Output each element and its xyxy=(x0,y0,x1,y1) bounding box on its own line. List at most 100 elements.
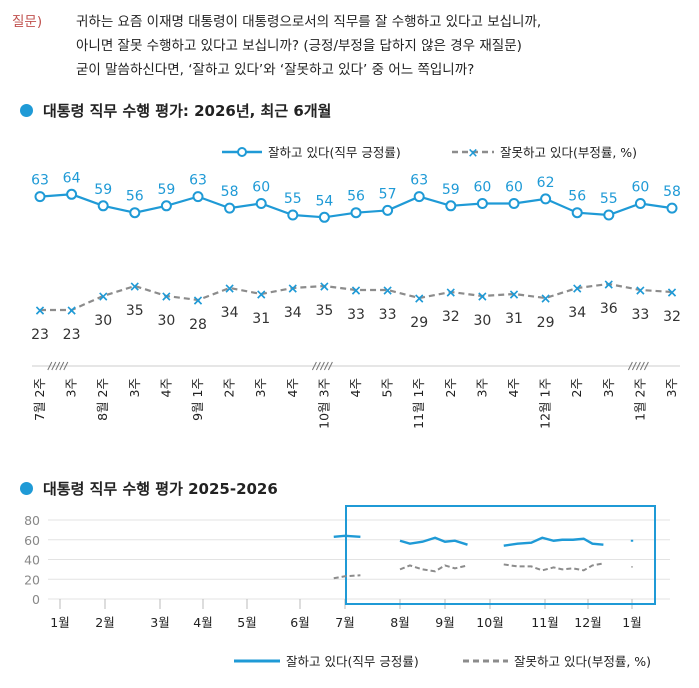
negative-point: × xyxy=(161,289,173,305)
positive-value-label: 57 xyxy=(379,186,397,202)
highlight-box xyxy=(345,505,656,605)
x-tick-label: 1월 xyxy=(622,615,641,630)
negative-value-label: 31 xyxy=(252,311,270,327)
positive-value-label: 56 xyxy=(347,189,365,205)
x-tick-label: 3주 xyxy=(474,378,489,397)
x-tick-label: 6월 xyxy=(290,615,309,630)
legend-negative-marker: × xyxy=(468,146,479,161)
x-tick-label: 3주 xyxy=(64,378,79,397)
x-tick-label: 4주 xyxy=(285,378,300,397)
negative-point: × xyxy=(603,277,615,293)
positive-point xyxy=(382,204,394,216)
positive-point xyxy=(603,209,615,221)
negative-value-label: 36 xyxy=(600,301,618,317)
y-tick-label: 20 xyxy=(24,572,40,587)
negative-point: × xyxy=(255,287,267,303)
positive-series-segment xyxy=(399,536,468,546)
axis-break-mark xyxy=(319,361,325,371)
positive-value-label: 63 xyxy=(31,173,49,189)
x-tick-label: 4주 xyxy=(348,378,363,397)
positive-point xyxy=(445,200,457,212)
question-label: 질문) xyxy=(12,14,43,30)
x-tick-label: 3월 xyxy=(150,615,169,630)
axis-break-mark xyxy=(327,361,333,371)
positive-value-label: 60 xyxy=(252,180,270,196)
negative-value-label: 31 xyxy=(505,311,523,327)
negative-point: × xyxy=(540,291,552,307)
negative-value-label: 33 xyxy=(379,307,397,323)
positive-point xyxy=(287,209,299,221)
negative-series-segment xyxy=(333,574,361,580)
negative-point: × xyxy=(34,303,46,319)
chart1-title-text: 대통령 직무 수행 평가: 2026년, 최근 6개월 xyxy=(43,102,332,120)
x-tick-label: 2주 xyxy=(443,378,458,397)
legend-positive-label: 잘하고 있다(직무 긍정률) xyxy=(268,145,401,160)
positive-value-label: 62 xyxy=(537,175,555,191)
chart2-title: 대통령 직무 수행 평가 2025-2026 xyxy=(20,478,278,499)
negative-point: × xyxy=(66,303,78,319)
positive-point xyxy=(413,191,425,203)
x-tick-label: 11월 xyxy=(531,615,558,630)
axis-break-mark xyxy=(55,361,61,371)
x-tick-label: 12월 1주 xyxy=(538,378,553,429)
positive-point xyxy=(634,198,646,209)
x-tick-label: 7월 xyxy=(335,615,354,630)
x-tick-label: 8월 2주 xyxy=(95,378,110,421)
negative-value-label: 23 xyxy=(31,327,49,343)
negative-point: × xyxy=(413,291,425,307)
axis-break-mark xyxy=(627,361,633,371)
x-tick-label: 4주 xyxy=(506,378,521,397)
positive-value-label: 58 xyxy=(663,184,681,200)
negative-value-label: 30 xyxy=(157,313,175,329)
negative-series-line xyxy=(40,282,673,312)
negative-value-label: 33 xyxy=(347,307,365,323)
axis-break-mark xyxy=(59,361,65,371)
axis-break-mark xyxy=(639,361,645,371)
positive-value-label: 56 xyxy=(126,189,144,205)
legend-negative-label: 잘못하고 있다(부정률, %) xyxy=(514,654,651,669)
negative-value-label: 32 xyxy=(442,309,460,325)
x-tick-label: 1월 xyxy=(50,615,69,630)
positive-value-label: 64 xyxy=(63,170,81,186)
bullet-dot-icon xyxy=(20,482,33,495)
negative-value-label: 28 xyxy=(189,317,207,333)
positive-point xyxy=(66,188,78,200)
axis-break-mark xyxy=(631,361,637,371)
positive-point xyxy=(160,200,172,212)
negative-series-segment xyxy=(399,564,468,573)
negative-value-label: 34 xyxy=(221,305,239,321)
x-tick-label: 1월 2주 xyxy=(632,378,647,421)
negative-point: × xyxy=(350,283,362,299)
axis-break-mark xyxy=(51,361,57,371)
positive-value-label: 59 xyxy=(157,182,175,198)
question-line-2: 아니면 잘못 수행하고 있다고 보십니까? (긍정/부정을 답하지 않은 경우 … xyxy=(76,38,522,54)
positive-point xyxy=(224,202,236,214)
y-tick-label: 60 xyxy=(24,533,40,548)
x-tick-label: 12월 xyxy=(574,615,601,630)
axis-break-mark xyxy=(635,361,641,371)
negative-point: × xyxy=(508,287,520,303)
x-tick-label: 9월 1주 xyxy=(190,378,205,421)
negative-point: × xyxy=(97,289,109,305)
positive-point xyxy=(318,211,330,223)
axis-break-mark xyxy=(315,361,321,371)
negative-point: × xyxy=(445,285,457,301)
positive-series-segment xyxy=(333,534,361,538)
negative-series-segment xyxy=(503,562,604,572)
negative-value-label: 35 xyxy=(126,303,144,319)
positive-value-label: 60 xyxy=(631,180,649,196)
x-tick-label: 5월 xyxy=(237,615,256,630)
x-tick-label: 3주 xyxy=(127,378,142,397)
positive-point xyxy=(255,198,267,209)
positive-value-label: 55 xyxy=(600,191,618,207)
positive-value-label: 60 xyxy=(505,180,523,196)
x-tick-label: 9월 xyxy=(435,615,454,630)
x-tick-label: 5주 xyxy=(380,378,395,397)
x-tick-label: 3주 xyxy=(601,378,616,397)
negative-point: × xyxy=(635,283,647,299)
x-tick-label: 10월 xyxy=(476,615,503,630)
axis-break-mark xyxy=(47,361,53,371)
x-tick-label: 4주 xyxy=(158,378,173,397)
positive-value-label: 54 xyxy=(315,193,333,209)
negative-value-label: 34 xyxy=(568,305,586,321)
